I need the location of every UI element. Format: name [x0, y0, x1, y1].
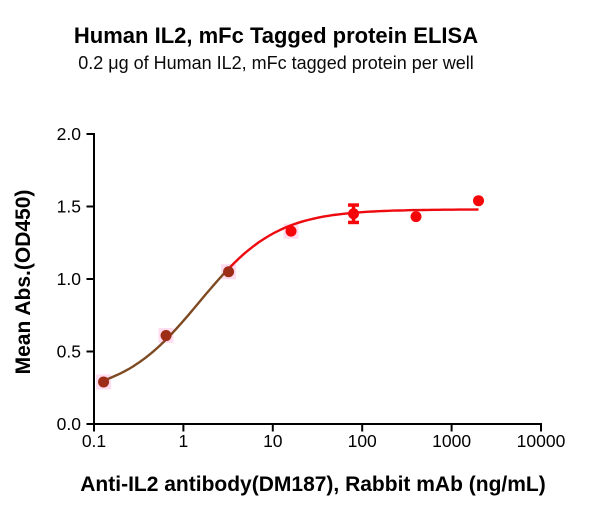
- plot-area: 0.1 1 10 100 1000 10000 0.0 0.5 1.0 1.5 2.0: [57, 124, 566, 451]
- x-axis-label: Anti-IL2 antibody(DM187), Rabbit mAb (ng…: [80, 473, 545, 496]
- x-tick-label: 10: [263, 431, 283, 451]
- data-point: [285, 225, 297, 237]
- chart-title: Human IL2, mFc Tagged protein ELISA: [74, 23, 478, 48]
- x-tick-label: 100: [348, 431, 377, 451]
- x-tick-label: 10000: [517, 431, 566, 451]
- axis-lines: [93, 133, 542, 425]
- y-tick-label: 2.0: [57, 124, 82, 144]
- y-tick-label: 0.0: [57, 414, 82, 434]
- data-point: [348, 208, 360, 220]
- data-point: [473, 195, 485, 207]
- x-tick-label: 0.1: [82, 431, 106, 451]
- y-tick-label: 0.5: [57, 342, 81, 362]
- data-point: [98, 376, 110, 388]
- y-axis-label: Mean Abs.(OD450): [12, 190, 35, 375]
- data-point: [223, 266, 235, 278]
- y-tick-label: 1.5: [57, 197, 81, 217]
- data-point: [160, 330, 172, 342]
- y-tick-label: 1.0: [57, 269, 82, 289]
- x-tick-label: 1: [179, 431, 189, 451]
- data-point: [410, 211, 422, 223]
- fit-curve-dark-segment: [103, 267, 230, 382]
- chart-subtitle: 0.2 μg of Human IL2, mFc tagged protein …: [78, 53, 474, 73]
- x-tick-label: 1000: [432, 431, 471, 451]
